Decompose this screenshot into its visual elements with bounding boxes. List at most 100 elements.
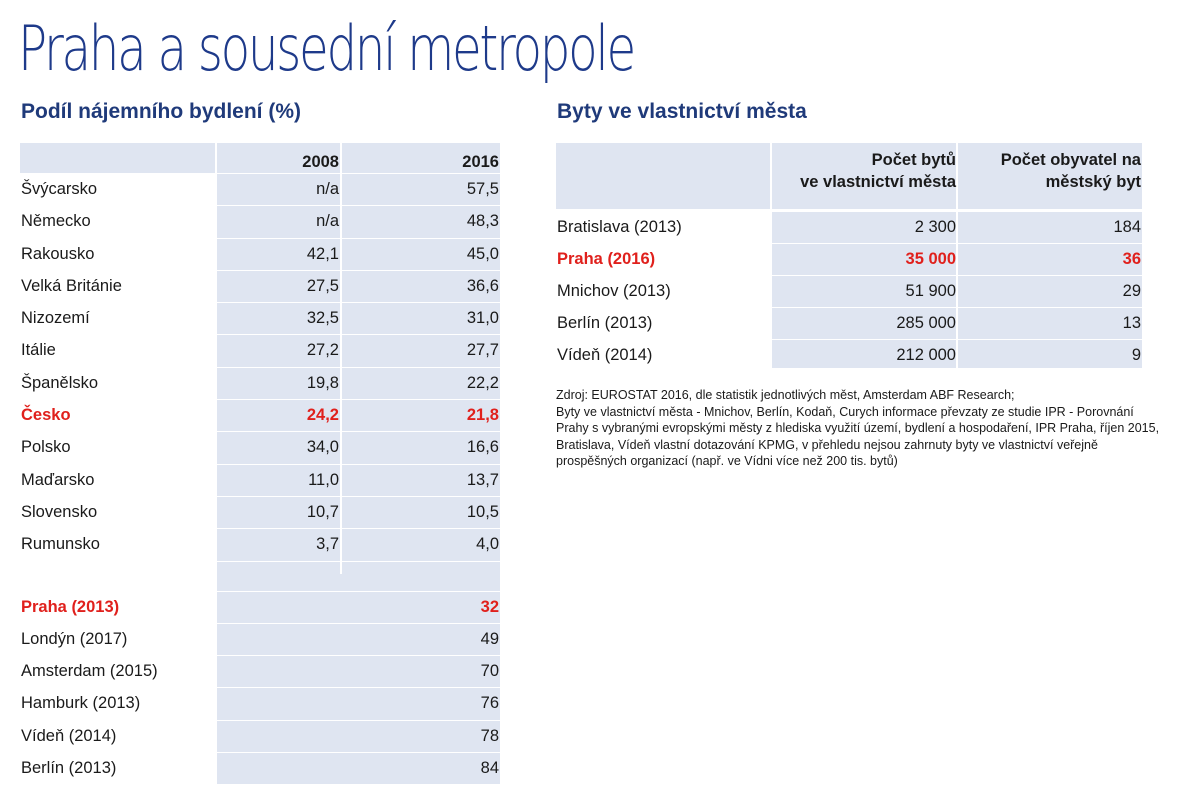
table-row: Švýcarsko n/a 57,5 [20,174,500,207]
value-2008: 27,5 [306,276,339,295]
country-label: Rumunsko [21,535,100,554]
source-line: Zdroj: EUROSTAT 2016, dle statistik jedn… [556,388,1015,402]
table-row: Hamburk (2013) 76 [20,688,500,721]
value-2008: 32,5 [306,309,339,328]
value-2008: 27,2 [306,341,339,360]
value-2016: 13,7 [466,470,499,489]
value-2008: 34,0 [306,438,339,457]
value-2008: 24,2 [306,406,339,425]
residents-per-flat: 184 [1113,218,1141,236]
city-label: Londýn (2017) [21,629,128,648]
city-value: 84 [480,759,499,778]
value-2008: n/a [316,212,339,231]
table-row: Praha (2016) 35 000 36 [556,244,1142,276]
value-2008: 42,1 [306,244,339,263]
country-label: Slovensko [21,502,98,521]
table-row: Rumunsko 3,7 4,0 [20,529,500,562]
city-value: 70 [480,662,499,681]
owned-count: 35 000 [905,250,956,268]
value-2016: 21,8 [466,406,499,425]
city-value: 76 [480,694,499,713]
value-2016: 22,2 [466,373,499,392]
table-row: Mnichov (2013) 51 900 29 [556,276,1142,308]
col-separator [340,143,342,574]
city-label: Vídeň (2014) [21,726,117,745]
table-row: Amsterdam (2015) 70 [20,656,500,689]
table-header-row: 2008 2016 [20,143,500,174]
city-label: Berlín (2013) [557,314,653,332]
city-label: Bratislava (2013) [557,218,682,236]
owned-count: 285 000 [896,314,956,332]
table-row: Španělsko 19,8 22,2 [20,368,500,401]
city-value: 78 [480,726,499,745]
table-row: Nizozemí 32,5 31,0 [20,303,500,336]
city-owned-table: Počet bytů ve vlastnictví města Počet ob… [556,143,1142,372]
table-row: Vídeň (2014) 78 [20,721,500,754]
city-value: 49 [480,629,499,648]
value-2008: 19,8 [306,373,339,392]
col-residents-bg [958,212,1142,368]
city-label: Berlín (2013) [21,759,117,778]
col-separator [956,143,958,209]
table-row: Rakousko 42,1 45,0 [20,239,500,271]
table-row: Bratislava (2013) 2 300 184 [556,212,1142,244]
col-2008-header: 2008 [302,153,339,171]
value-2008: 11,0 [308,470,339,489]
page-title: Praha a sousední metropole [18,12,636,85]
owned-count: 51 900 [905,282,956,300]
table-row: Londýn (2017) 49 [20,624,500,657]
source-note: Zdroj: EUROSTAT 2016, dle statistik jedn… [556,387,1166,470]
residents-per-flat: 29 [1122,282,1141,300]
table-row: Německo n/a 48,3 [20,206,500,239]
value-2016: 45,0 [466,244,499,263]
country-label: Nizozemí [21,309,90,328]
col-separator [770,143,772,209]
country-label: Španělsko [21,373,99,392]
country-label: Velká Británie [21,276,122,295]
table-row: Vídeň (2014) 212 000 9 [556,340,1142,372]
city-value: 32 [480,597,499,616]
value-2008: 10,7 [306,502,339,521]
value-2008: n/a [316,180,339,198]
country-label: Maďarsko [21,470,95,489]
table-header-row: Počet bytů ve vlastnictví města Počet ob… [556,143,1142,209]
residents-per-flat: 9 [1131,346,1141,364]
col-owned-bg [772,212,956,368]
residents-per-flat: 13 [1122,314,1141,332]
country-label: Polsko [21,438,71,457]
country-label: Švýcarsko [21,180,98,198]
value-2016: 31,0 [466,309,499,328]
country-label: Rakousko [21,244,95,263]
table-row: Maďarsko 11,0 13,7 [20,465,500,497]
spacer-row [20,562,500,592]
country-label: Německo [21,212,91,231]
city-label: Praha (2016) [557,250,656,268]
source-detail: Byty ve vlastnictví města - Mnichov, Ber… [556,404,1160,469]
table-row: Česko 24,2 21,8 [20,400,500,433]
value-2016: 16,6 [466,438,499,457]
col-owned-header: Počet bytů ve vlastnictví města [800,151,956,191]
value-2016: 10,5 [466,502,499,521]
city-owned-heading: Byty ve vlastnictví města [557,100,807,123]
city-label: Praha (2013) [21,597,120,616]
table-row: Berlín (2013) 84 [20,753,500,785]
country-label: Itálie [21,341,56,360]
value-2016: 36,6 [466,276,499,295]
value-2016: 27,7 [466,341,499,360]
col-residents-header: Počet obyvatel na městský byt [1000,151,1141,191]
value-2016: 48,3 [466,212,499,231]
city-label: Hamburk (2013) [21,694,141,713]
owned-count: 212 000 [896,346,956,364]
country-label: Česko [21,406,71,425]
table-row: Polsko 34,0 16,6 [20,432,500,465]
owned-count: 2 300 [914,218,956,236]
table-row: Slovensko 10,7 10,5 [20,497,500,530]
city-label: Mnichov (2013) [557,282,671,300]
rental-share-heading: Podíl nájemního bydlení (%) [21,100,302,123]
city-label: Amsterdam (2015) [21,662,158,681]
value-2008: 3,7 [316,535,339,554]
rental-share-table: 2008 2016 Švýcarsko n/a 57,5 Německo n/a 48,3… [20,143,500,785]
table-row: Praha (2013) 32 [20,592,500,624]
col-2016-header: 2016 [462,153,499,171]
value-2016: 4,0 [476,535,499,554]
